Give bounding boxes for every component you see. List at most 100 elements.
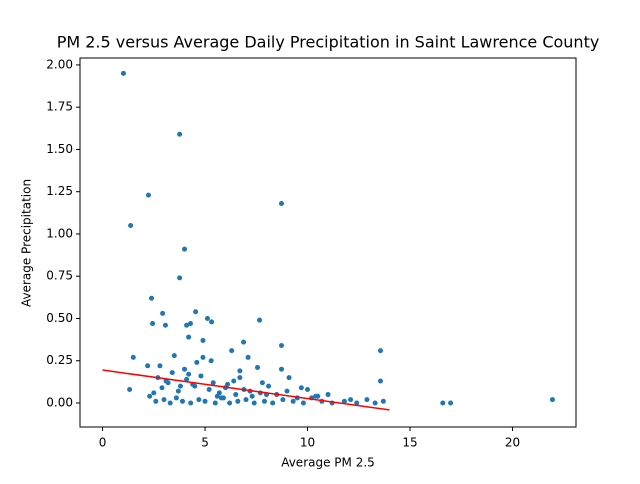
scatter-point — [235, 398, 241, 404]
scatter-point — [348, 397, 354, 403]
scatter-point — [237, 368, 243, 374]
scatter-point — [194, 359, 200, 365]
scatter-point — [145, 192, 151, 198]
scatter-point — [372, 400, 378, 406]
x-tick-label: 0 — [99, 436, 107, 450]
scatter-point — [210, 380, 216, 386]
y-tick-label: 0.50 — [46, 311, 73, 325]
x-tick-label: 10 — [300, 436, 315, 450]
scatter-point — [130, 354, 136, 360]
scatter-point — [278, 201, 284, 207]
scatter-point — [209, 319, 215, 325]
y-tick-label: 2.00 — [46, 57, 73, 71]
scatter-point — [177, 131, 183, 137]
scatter-point — [233, 392, 239, 398]
scatter-point — [151, 390, 157, 396]
scatter-point — [212, 400, 218, 406]
scatter-point — [270, 400, 276, 406]
scatter-point — [354, 400, 360, 406]
y-tick-label: 1.50 — [46, 142, 73, 156]
scatter-point — [162, 322, 168, 328]
scatter-point — [175, 388, 181, 394]
scatter-point — [214, 393, 220, 399]
scatter-point — [184, 376, 190, 382]
scatter-point — [251, 400, 257, 406]
scatter-point — [202, 398, 208, 404]
scatter-point — [440, 400, 446, 406]
scatter-point — [243, 397, 249, 403]
scatter-point — [169, 370, 175, 376]
scatter-point — [266, 383, 272, 389]
scatter-point — [145, 363, 151, 369]
chart-title: PM 2.5 versus Average Daily Precipitatio… — [57, 33, 600, 52]
scatter-point — [198, 373, 204, 379]
scatter-point — [120, 70, 126, 76]
scatter-point — [159, 385, 165, 391]
scatter-point — [278, 366, 284, 372]
x-tick-label: 5 — [201, 436, 209, 450]
scatter-point — [259, 380, 265, 386]
scatter-point — [196, 397, 202, 403]
scatter-point — [341, 398, 347, 404]
x-tick-label: 20 — [505, 436, 520, 450]
scatter-point — [313, 393, 319, 399]
scatter-point — [261, 398, 267, 404]
y-tick-label: 1.75 — [46, 100, 73, 114]
scatter-point — [171, 353, 177, 359]
scatter-point — [300, 400, 306, 406]
scatter-point — [193, 309, 199, 315]
y-tick-label: 0.75 — [46, 269, 73, 283]
scatter-point — [161, 397, 167, 403]
scatter-point — [254, 365, 260, 371]
fit-line — [102, 369, 390, 411]
scatter-point — [377, 348, 383, 354]
scatter-point — [364, 397, 370, 403]
scatter-point — [284, 388, 290, 394]
scatter-point — [188, 400, 194, 406]
scatter-point — [227, 400, 233, 406]
scatter-point — [187, 321, 193, 327]
scatter-point — [241, 339, 247, 345]
scatter-point — [128, 223, 134, 229]
scatter-point — [229, 348, 235, 354]
scatter-point — [147, 393, 153, 399]
plot-frame — [79, 57, 577, 428]
scatter-point — [278, 343, 284, 349]
scatter-point — [186, 334, 192, 340]
y-tick-label: 0.25 — [46, 353, 73, 367]
x-tick-label: 15 — [402, 436, 417, 450]
scatter-point — [257, 317, 263, 323]
scatter-point — [218, 395, 224, 401]
scatter-point — [298, 385, 304, 391]
y-tick-label: 0.00 — [46, 395, 73, 409]
y-tick-label: 1.00 — [46, 226, 73, 240]
scatter-point — [153, 398, 159, 404]
scatter-point — [149, 295, 155, 301]
scatter-point — [249, 393, 255, 399]
scatter-point — [157, 363, 163, 369]
scatter-point — [325, 392, 331, 398]
y-axis-label: Average Precipitation — [20, 179, 34, 307]
scatter-point — [182, 366, 188, 372]
scatter-point — [200, 337, 206, 343]
scatter-point — [160, 310, 166, 316]
scatter-point — [380, 398, 386, 404]
scatter-point — [150, 321, 156, 327]
scatter-point — [245, 354, 251, 360]
scatter-point — [286, 375, 292, 381]
scatter-point — [231, 378, 237, 384]
scatter-point — [237, 375, 243, 381]
scatter-point — [290, 398, 296, 404]
scatter-point — [167, 400, 173, 406]
y-tick-label: 1.25 — [46, 184, 73, 198]
scatter-point — [280, 397, 286, 403]
scatter-point — [200, 354, 206, 360]
scatter-point — [448, 400, 454, 406]
scatter-point — [206, 386, 212, 392]
scatter-point — [208, 358, 214, 364]
scatter-point — [182, 246, 188, 252]
scatter-point — [377, 378, 383, 384]
scatter-point — [127, 386, 133, 392]
x-axis-label: Average PM 2.5 — [281, 456, 375, 470]
